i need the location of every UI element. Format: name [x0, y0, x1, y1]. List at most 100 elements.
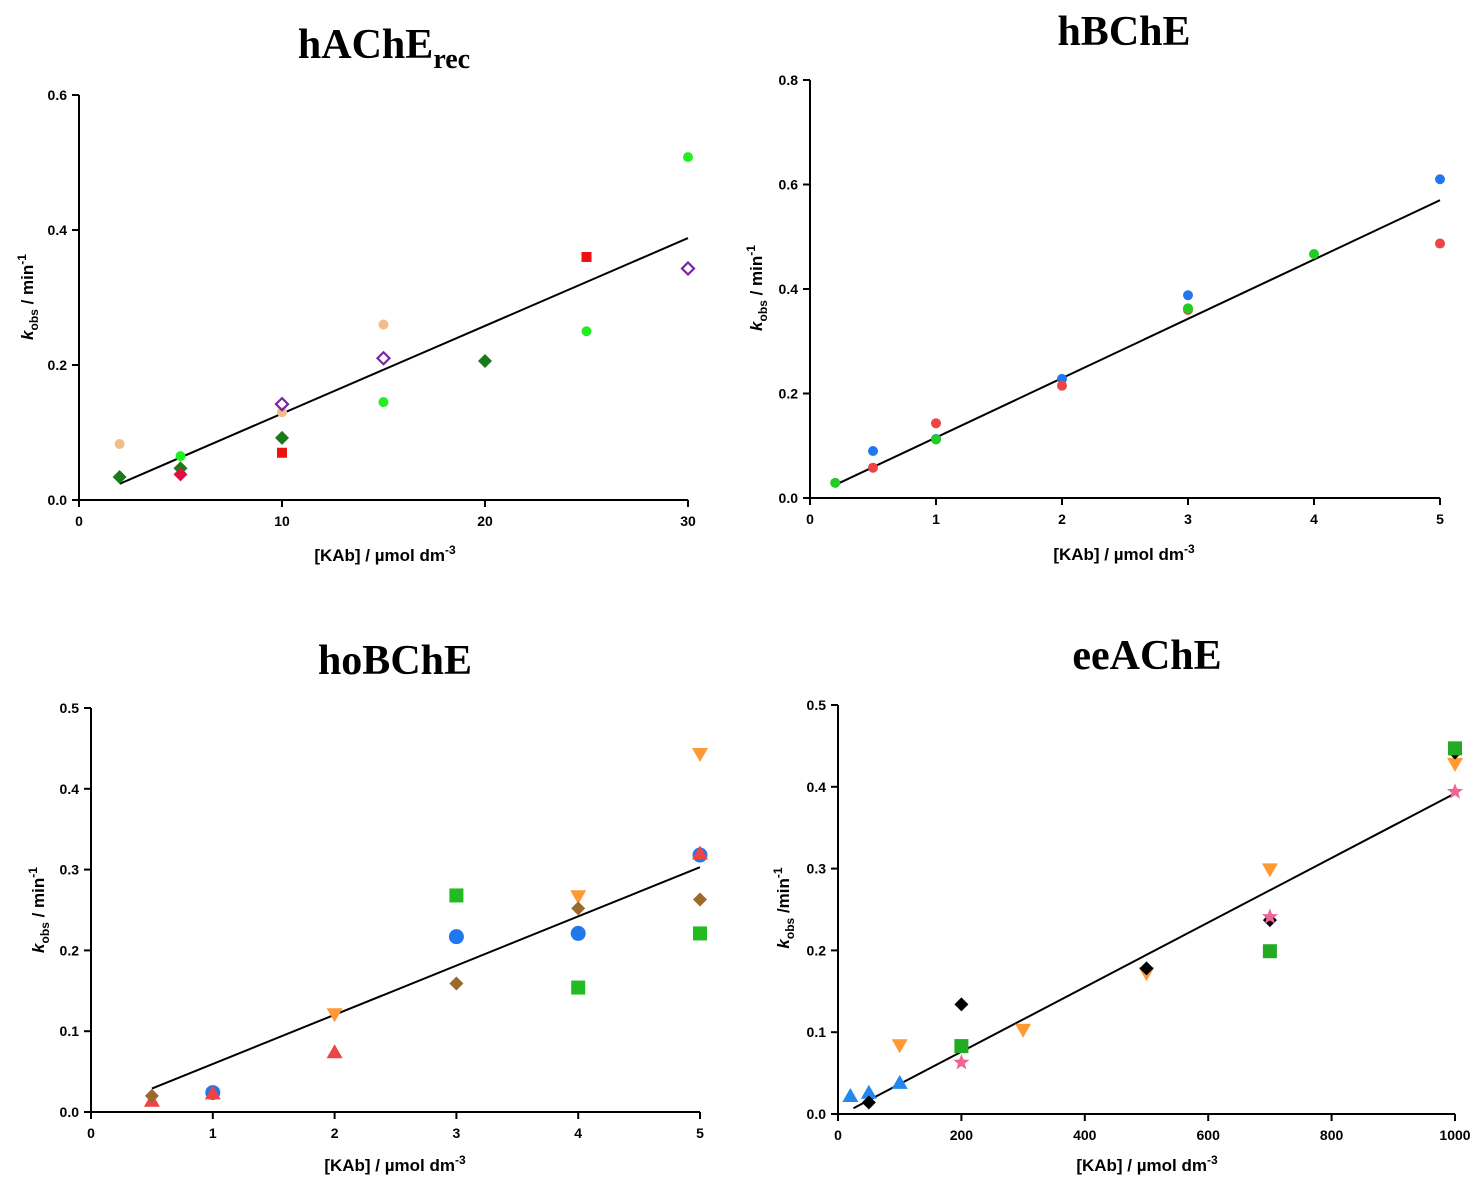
x-tick-label: 4	[1310, 511, 1318, 527]
x-tick-label: 2	[1058, 511, 1066, 527]
panel-hache-rec: hAChErec 0 10 20 30 0.0 0.2 0.4 0.6 [KAb] / µmo…	[15, 22, 696, 565]
data-point	[683, 152, 693, 163]
data-point	[175, 451, 186, 462]
panel-hbche: hBChE 0 1 2 3 4 5 0.0 0.2 0.4 0.6 0.8 [KAb] / µmol…	[744, 9, 1445, 564]
data-point	[680, 260, 696, 277]
data-point	[581, 326, 592, 337]
x-tick-label: 1000	[1439, 1127, 1470, 1143]
data-point	[868, 445, 878, 456]
data-point	[378, 397, 389, 408]
panel-title: eeAChE	[1072, 633, 1221, 679]
y-axis-label: kobs / min-1	[26, 867, 52, 953]
data-point	[581, 252, 592, 262]
x-tick-label: 0	[834, 1127, 842, 1143]
x-tick-label: 5	[1436, 511, 1444, 527]
data-point	[860, 1084, 877, 1099]
series-5	[173, 467, 188, 482]
y-tick-label: 0.6	[48, 87, 68, 103]
x-tick-label: 3	[453, 1125, 461, 1141]
data-point	[378, 319, 389, 330]
data-point	[114, 438, 125, 449]
y-tick-label: 0.1	[807, 1024, 827, 1040]
x-tick-label: 10	[274, 513, 290, 529]
y-axis-label: kobs / min-1	[744, 245, 770, 331]
data-point	[1261, 863, 1278, 878]
series-3	[449, 888, 707, 995]
data-point	[173, 467, 188, 482]
data-point	[449, 976, 464, 991]
x-tick-label: 400	[1073, 1127, 1097, 1143]
fit-line	[151, 866, 701, 1090]
y-tick-label: 0.0	[807, 1106, 827, 1122]
data-point	[692, 845, 708, 860]
x-tick-label: 5	[696, 1125, 704, 1141]
data-point	[931, 418, 941, 429]
data-point	[144, 1088, 159, 1103]
y-tick-label: 0.0	[60, 1104, 80, 1120]
data-point	[570, 890, 587, 905]
data-point	[274, 396, 290, 412]
data-point	[449, 888, 464, 903]
y-tick-label: 0.2	[60, 942, 80, 958]
data-point	[326, 1044, 343, 1059]
data-point	[1448, 741, 1462, 756]
data-point	[1435, 238, 1445, 249]
data-point	[204, 1085, 221, 1100]
data-point	[1183, 290, 1193, 301]
y-tick-label: 0.0	[48, 492, 68, 508]
series-4	[144, 892, 707, 1103]
panel-title-subscript: rec	[433, 44, 470, 75]
data-point	[1139, 961, 1154, 976]
data-point	[571, 901, 586, 916]
plot-area: 0 1 2 3 4 5 0.0 0.1 0.2 0.3 0.4 0.5	[60, 700, 708, 1141]
data-point	[931, 434, 941, 445]
x-tick-label: 1	[932, 511, 940, 527]
data-point	[1309, 248, 1319, 259]
x-axis-label: [KAb] / µmol dm-3	[1076, 1153, 1218, 1175]
data-point	[478, 353, 492, 368]
y-tick-label: 0.4	[48, 222, 68, 238]
x-tick-label: 0	[806, 511, 814, 527]
series-0	[868, 174, 1445, 456]
data-point	[277, 407, 287, 418]
y-tick-label: 0.5	[807, 697, 827, 713]
y-tick-label: 0.5	[60, 700, 80, 716]
x-tick-label: 2	[331, 1125, 339, 1141]
y-tick-label: 0.4	[60, 781, 80, 797]
y-tick-label: 0.0	[779, 490, 799, 506]
series-3	[954, 741, 1462, 1054]
data-point	[375, 350, 392, 366]
series-3	[274, 260, 696, 412]
series-0	[114, 319, 389, 449]
data-point	[1435, 174, 1445, 185]
panel-eeache: eeAChE 0 200 400 600 800 10000.00.10.20.30.40…	[771, 633, 1471, 1175]
data-point	[692, 748, 708, 763]
x-tick-label: 200	[950, 1127, 974, 1143]
y-tick-label: 0.2	[807, 942, 827, 958]
y-tick-label: 0.2	[779, 386, 799, 402]
data-point	[277, 447, 287, 458]
plot-area: 0 10 20 30 0.0 0.2 0.4 0.6	[48, 87, 696, 529]
y-tick-label: 0.1	[60, 1023, 80, 1039]
x-tick-label: 1	[209, 1125, 217, 1141]
plot-area: 0 200 400 600 800 1000 0.0 0.1 0.2 0.3 0.4 0.5	[807, 697, 1471, 1143]
data-point	[1057, 380, 1067, 391]
panel-title: hAChErec	[298, 22, 470, 75]
x-tick-label: 0	[75, 513, 83, 529]
y-tick-label: 0.6	[779, 177, 799, 193]
data-point	[1015, 1023, 1032, 1038]
data-point	[112, 470, 127, 485]
x-tick-label: 20	[477, 513, 493, 529]
series-2	[326, 748, 708, 1023]
series-2	[277, 252, 592, 458]
data-point	[1262, 944, 1277, 959]
data-point	[571, 980, 586, 995]
series-1	[891, 757, 1463, 1054]
data-point	[1446, 783, 1464, 799]
series-1	[143, 845, 708, 1107]
data-point	[693, 926, 707, 941]
data-point	[953, 1053, 970, 1070]
data-point	[570, 925, 586, 941]
y-tick-label: 0.4	[779, 281, 799, 297]
